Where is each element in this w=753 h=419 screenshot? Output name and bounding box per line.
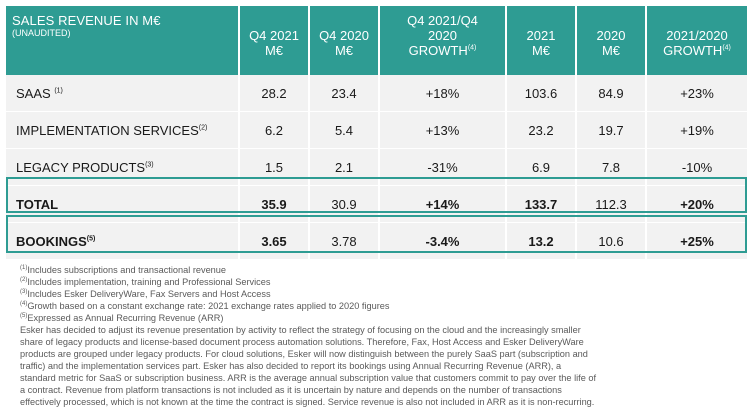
table-cell: 2.1 [310, 149, 380, 186]
footnote-ref: (3) [145, 161, 154, 169]
table-cell: +23% [647, 75, 747, 112]
table-cell: 3.78 [310, 223, 380, 260]
table-row-implementation: IMPLEMENTATION SERVICES(2) 6.2 5.4 +13% … [6, 112, 747, 149]
table-cell: +18% [380, 75, 507, 112]
table-cell: -10% [647, 149, 747, 186]
table-cell: +19% [647, 112, 747, 149]
row-label: BOOKINGS(5) [6, 223, 240, 260]
row-label: IMPLEMENTATION SERVICES(2) [6, 112, 240, 149]
col-header-q4-2020: Q4 2020 M€ [310, 6, 380, 75]
col-header-unit: M€ [264, 43, 284, 58]
col-header-line: 2020 [596, 28, 626, 43]
table-cell: 23.4 [310, 75, 380, 112]
footnote-ref: (4) [722, 44, 731, 52]
footnote-ref: (2) [198, 124, 208, 132]
table-row-legacy: LEGACY PRODUCTS(3) 1.5 2.1 -31% 6.9 7.8 … [6, 149, 747, 186]
table-cell: -3.4% [380, 223, 507, 260]
table-cell: 112.3 [577, 186, 647, 223]
table-subtitle: (UNAUDITED) [12, 28, 71, 38]
table-cell: 13.2 [507, 223, 577, 260]
table-cell: 28.2 [240, 75, 310, 112]
row-label: TOTAL [6, 186, 240, 223]
row-label: LEGACY PRODUCTS(3) [6, 149, 240, 186]
table-cell: 6.9 [507, 149, 577, 186]
footnotes: (1)Includes subscriptions and transactio… [20, 264, 720, 408]
footnote: (1)Includes subscriptions and transactio… [20, 264, 227, 275]
footnote-ref: (1) [54, 87, 63, 95]
table-cell: -31% [380, 149, 507, 186]
footnote: (4)Growth based on a constant exchange r… [20, 300, 390, 311]
col-header-unit: M€ [601, 43, 621, 58]
row-label: SAAS (1) [6, 75, 240, 112]
col-header-line: 2020 [428, 28, 457, 43]
explanation-line: Esker has decided to adjust its revenue … [20, 325, 581, 335]
table-cell: 23.2 [507, 112, 577, 149]
explanation-line: a contract. Revenue from platform transa… [20, 385, 562, 395]
col-header-line: Q4 2021/Q4 [407, 13, 478, 28]
col-header-q4-growth: Q4 2021/Q4 2020 GROWTH(4) [380, 6, 507, 75]
sales-revenue-table: SALES REVENUE IN M€ (UNAUDITED) Q4 2021 … [6, 6, 747, 260]
col-header-line: 2021 [526, 28, 556, 43]
table-row-bookings: BOOKINGS(5) 3.65 3.78 -3.4% 13.2 10.6 +2… [6, 223, 747, 260]
explanation-line: effectively processed, which is not know… [20, 397, 595, 407]
table-title: SALES REVENUE IN M€ [12, 13, 161, 28]
footnote-ref: (4) [467, 44, 477, 52]
explanation-line: share of legacy products and license-bas… [20, 337, 584, 347]
header-title-cell: SALES REVENUE IN M€ (UNAUDITED) [6, 6, 240, 75]
footnote: (2)Includes implementation, training and… [20, 276, 271, 287]
col-header-unit: M€ [334, 43, 354, 58]
table-cell: +25% [647, 223, 747, 260]
explanation-line: products are grouped under legacy produc… [20, 349, 588, 359]
table-cell: 1.5 [240, 149, 310, 186]
col-header-line: GROWTH [663, 43, 723, 58]
table-row-total: TOTAL 35.9 30.9 +14% 133.7 112.3 +20% [6, 186, 747, 223]
table-cell: 3.65 [240, 223, 310, 260]
table-cell: 35.9 [240, 186, 310, 223]
col-header-2020: 2020 M€ [577, 6, 647, 75]
table-body: SAAS (1) 28.2 23.4 +18% 103.6 84.9 +23% … [6, 75, 747, 260]
col-header-annual-growth: 2021/2020 GROWTH(4) [647, 6, 747, 75]
col-header-q4-2021: Q4 2021 M€ [240, 6, 310, 75]
table-cell: 10.6 [577, 223, 647, 260]
footnote-ref: (5) [86, 235, 96, 243]
table-cell: 84.9 [577, 75, 647, 112]
table-cell: 5.4 [310, 112, 380, 149]
explanation-line: traffic) and the implementation services… [20, 361, 562, 371]
table-cell: 133.7 [507, 186, 577, 223]
col-header-line: GROWTH [408, 43, 468, 58]
table-cell: 103.6 [507, 75, 577, 112]
col-header-2021: 2021 M€ [507, 6, 577, 75]
table-cell: 30.9 [310, 186, 380, 223]
table-cell: +14% [380, 186, 507, 223]
col-header-line: Q4 2020 [319, 28, 369, 43]
footnote: (3)Includes Esker DeliveryWare, Fax Serv… [20, 288, 271, 299]
explanation-line: standard metric for SaaS or subscription… [20, 373, 597, 383]
table-cell: +20% [647, 186, 747, 223]
table-cell: +13% [380, 112, 507, 149]
table-cell: 6.2 [240, 112, 310, 149]
col-header-line: Q4 2021 [249, 28, 299, 43]
footnote: (5)Expressed as Annual Recurring Revenue… [20, 312, 224, 323]
table-cell: 7.8 [577, 149, 647, 186]
col-header-unit: M€ [531, 43, 551, 58]
table-row-saas: SAAS (1) 28.2 23.4 +18% 103.6 84.9 +23% [6, 75, 747, 112]
table-header: SALES REVENUE IN M€ (UNAUDITED) Q4 2021 … [6, 6, 747, 75]
col-header-line: 2021/2020 [666, 28, 728, 43]
table-cell: 19.7 [577, 112, 647, 149]
